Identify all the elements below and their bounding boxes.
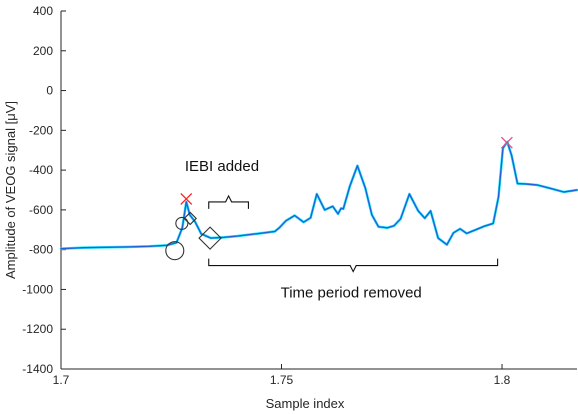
x-axis: 1.7 1.75 1.8 — [53, 364, 577, 387]
onset-circle-marker — [175, 216, 189, 230]
x-axis-label: Sample index — [266, 396, 345, 411]
y-tick-label: -1200 — [22, 322, 53, 336]
y-tick-label: -200 — [29, 123, 53, 137]
y-tick-label: -800 — [29, 243, 53, 257]
x-tick-label: 1.8 — [494, 373, 511, 387]
peak-cross-marker — [500, 136, 513, 149]
y-tick-label: 0 — [46, 84, 53, 98]
annotations: IEBI added Time period removed — [185, 158, 422, 301]
bracket-annotation — [208, 258, 499, 273]
y-tick-label: 200 — [33, 44, 53, 58]
y-tick-label: -1000 — [22, 282, 53, 296]
annotation-text: IEBI added — [185, 158, 259, 175]
annotation-text: Time period removed — [281, 284, 422, 301]
y-axis-label: Amplitude of VEOG signal [μV] — [3, 101, 18, 279]
y-tick-label: -400 — [29, 163, 53, 177]
offset-diamond-marker — [183, 211, 197, 226]
bracket-annotation — [208, 194, 249, 209]
y-tick-label: 400 — [33, 4, 53, 18]
offset-diamond-marker — [198, 226, 222, 250]
onset-circle-marker — [165, 241, 185, 261]
y-tick-label: -1400 — [22, 362, 53, 376]
peak-cross-marker — [180, 192, 193, 205]
x-tick-label: 1.75 — [270, 373, 294, 387]
x-tick-label: 1.7 — [53, 373, 70, 387]
signal-series — [59, 140, 578, 250]
y-axis: 400 200 0 -200 -400 -600 -800 -1000 -1200 -1400 — [22, 4, 66, 376]
annotation-brackets — [208, 194, 499, 273]
raw-signal-line — [59, 140, 578, 250]
filtered-signal-line — [60, 141, 578, 250]
y-tick-label: -600 — [29, 203, 53, 217]
event-markers — [165, 136, 513, 261]
